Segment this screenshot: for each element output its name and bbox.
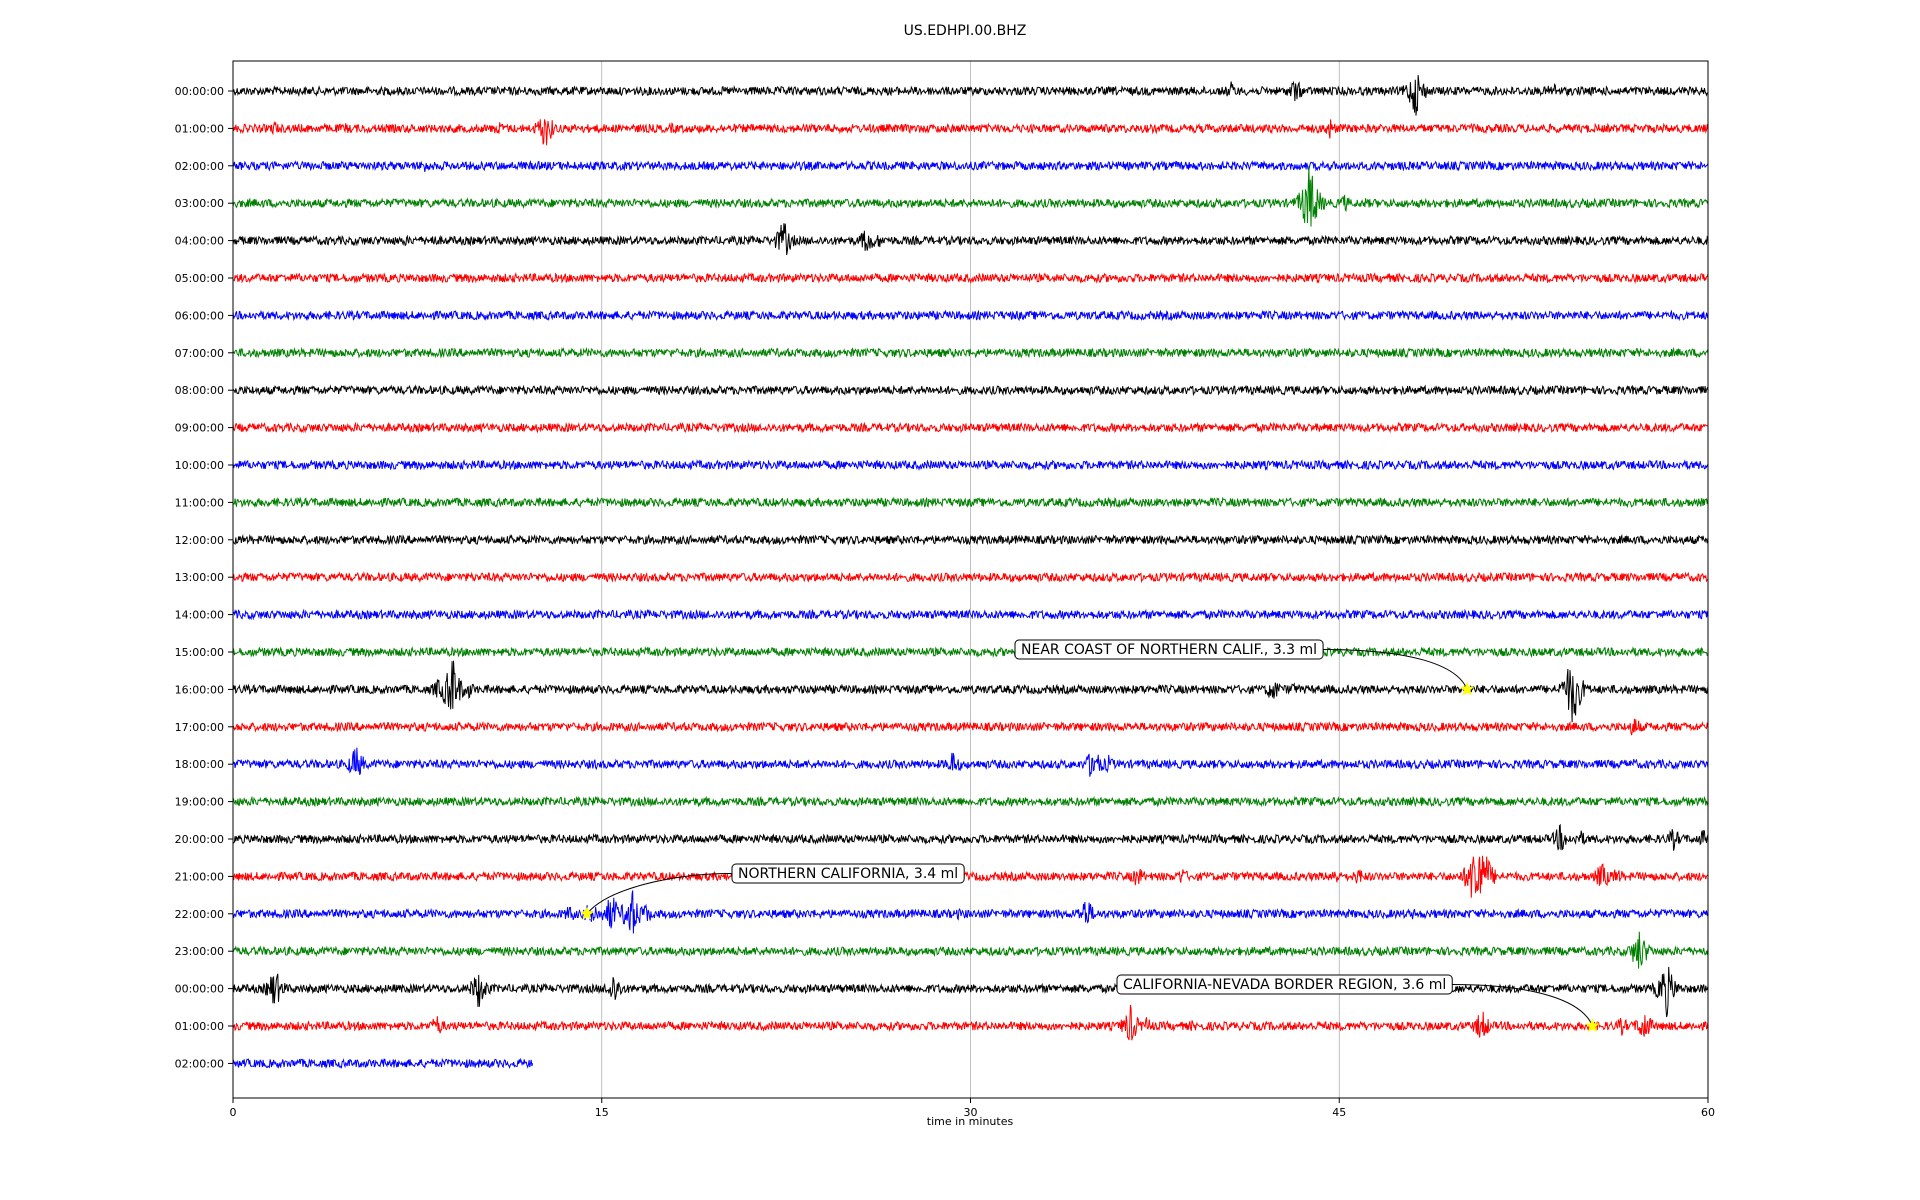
trace-line [232,608,1709,621]
trace-line [232,75,1708,116]
hour-label: 16:00:00 [175,683,224,696]
x-tick-label: 60 [1701,1106,1715,1119]
trace-line [232,223,1709,256]
hour-label: 20:00:00 [175,833,224,846]
trace-line [232,1057,534,1070]
hour-label: 05:00:00 [175,272,224,285]
hour-label: 22:00:00 [175,908,224,921]
hour-label: 09:00:00 [175,422,224,435]
hour-label: 19:00:00 [175,796,224,809]
hour-label: 08:00:00 [175,384,224,397]
hour-label: 01:00:00 [175,122,224,135]
trace-line [232,645,1709,658]
event-annotation: NEAR COAST OF NORTHERN CALIF., 3.3 ml [1014,639,1475,696]
event-label-box [1014,639,1324,660]
trace-line [232,931,1709,969]
event-star-marker [579,906,595,921]
trace-line [232,747,1709,777]
hour-label: 07:00:00 [175,347,224,360]
hour-label: 01:00:00 [175,1020,224,1033]
x-axis-label: time in minutes [927,1115,1014,1128]
hour-label: 00:00:00 [175,85,224,98]
trace-line [232,795,1709,808]
trace-line [232,165,1709,227]
trace-line [232,421,1709,434]
event-connector [586,873,733,915]
x-axis-ticks: 0 15 30 45 60 [230,1098,1715,1119]
hour-labels: 00:00:00 01:00:00 02:00:00 03:00:00 04:00:00… [175,85,233,1070]
hour-label: 02:00:00 [175,160,224,173]
trace-line [232,271,1709,284]
trace-line [232,384,1709,397]
grid-lines [601,61,1340,1098]
hour-label: 03:00:00 [175,197,224,210]
trace-line [232,119,1709,146]
hour-label: 23:00:00 [175,945,224,958]
hour-label: 02:00:00 [175,1057,224,1070]
trace-line [232,890,1709,934]
chart-title: US.EDHPI.00.BHZ [904,23,1027,39]
trace-line [232,855,1709,898]
x-tick-label: 45 [1332,1106,1346,1119]
trace-line [232,496,1709,509]
event-label-box [1116,974,1453,995]
hour-label: 18:00:00 [175,758,224,771]
x-tick-label: 30 [964,1106,978,1119]
event-connector [1452,984,1593,1027]
event-annotation: CALIFORNIA-NEVADA BORDER REGION, 3.6 ml [1116,974,1600,1033]
hour-label: 13:00:00 [175,571,224,584]
hour-label: 14:00:00 [175,609,224,622]
hour-label: 21:00:00 [175,870,224,883]
trace-line [232,1004,1709,1041]
trace-line [232,718,1709,736]
hour-label: 12:00:00 [175,534,224,547]
event-star-marker [1459,681,1475,696]
hour-label: 17:00:00 [175,721,224,734]
hour-label: 04:00:00 [175,235,224,248]
trace-line [232,823,1709,851]
hour-label: 00:00:00 [175,983,224,996]
event-annotations: NEAR COAST OF NORTHERN CALIF., 3.3 ml NOR… [579,639,1600,1033]
event-label: CALIFORNIA-NEVADA BORDER REGION, 3.6 ml [1123,977,1446,993]
trace-line [232,159,1709,172]
trace-line [232,309,1709,322]
x-tick-label: 15 [595,1106,609,1119]
event-label: NEAR COAST OF NORTHERN CALIF., 3.3 ml [1021,642,1317,658]
event-label-box [731,863,965,884]
trace-line [232,966,1709,1018]
trace-line [232,533,1709,546]
event-connector [1323,649,1468,690]
trace-rows [232,75,1709,1070]
hour-label: 15:00:00 [175,646,224,659]
trace-line [232,571,1709,584]
trace-line [232,346,1709,359]
trace-line [232,458,1709,471]
event-label: NORTHERN CALIFORNIA, 3.4 ml [738,866,958,882]
hour-label: 06:00:00 [175,309,224,322]
event-star-marker [1585,1018,1600,1033]
hour-label: 10:00:00 [175,459,224,472]
event-annotation: NORTHERN CALIFORNIA, 3.4 ml [579,863,965,921]
hour-label: 11:00:00 [175,496,224,509]
x-tick-label: 0 [230,1106,237,1119]
